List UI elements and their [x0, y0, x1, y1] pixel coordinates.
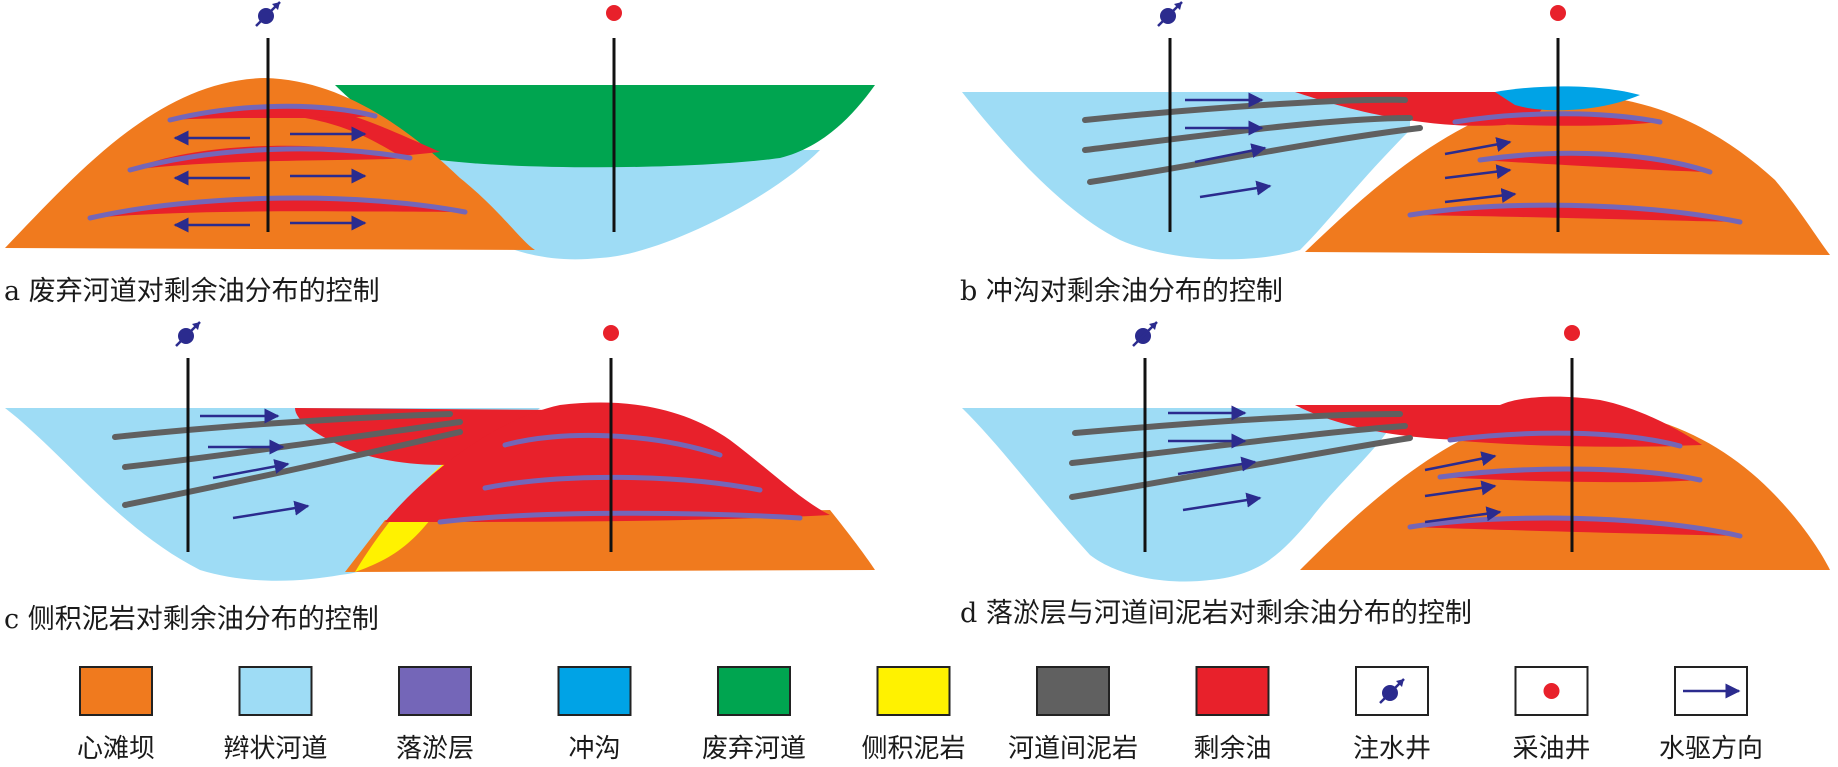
legend: 心滩坝 辫状河道 落淤层 冲沟 废弃河道 侧积泥岩 河道间泥岩 剩余油 注水井 采油井 水驱方向: [77, 666, 1763, 764]
scour-body: [1495, 86, 1640, 111]
legend-swatch: [79, 666, 153, 716]
braided-channel-body: [962, 92, 1410, 260]
silt-layers: [437, 432, 803, 525]
legend-label: 落淤层: [396, 734, 474, 764]
silt-layers: [87, 103, 468, 221]
legend-item: 注水井: [1353, 666, 1431, 764]
legend-item: 心滩坝: [77, 666, 155, 764]
legend-item: 落淤层: [396, 666, 474, 764]
legend-item: 废弃河道: [702, 666, 806, 764]
producer-well-icon: [603, 325, 619, 341]
panel-d: d 落淤层与河道间泥岩对剩余油分布的控制: [960, 320, 1830, 629]
panel-a: a 废弃河道对剩余油分布的控制: [4, 0, 875, 307]
legend-swatch: [238, 666, 313, 716]
legend-swatch: [1514, 666, 1589, 716]
injector-well-icon: [1131, 320, 1159, 348]
panel-a-caption: a 废弃河道对剩余油分布的控制: [4, 276, 380, 307]
legend-label: 心滩坝: [77, 734, 155, 764]
abandoned-channel-body: [335, 85, 875, 168]
legend-label: 辫状河道: [223, 734, 327, 764]
producer-icon: [1543, 683, 1560, 699]
panel-b-caption: b 冲沟对剩余油分布的控制: [960, 276, 1283, 307]
legend-swatch: [1036, 666, 1110, 716]
legend-item: 剩余油: [1193, 666, 1272, 764]
producer-well-icon: [606, 5, 622, 21]
legend-label: 侧积泥岩: [861, 734, 965, 764]
panel-c-caption: c 侧积泥岩对剩余油分布的控制: [4, 604, 379, 635]
legend-swatch: [717, 666, 791, 716]
remaining-oil-heart-bar: [385, 402, 830, 522]
water-drive-arrows: [1185, 92, 1517, 204]
legend-item: 冲沟: [557, 666, 632, 764]
panel-d-caption: d 落淤层与河道间泥岩对剩余油分布的控制: [960, 598, 1472, 629]
injector-well-icon: [174, 320, 202, 348]
legend-label: 河道间泥岩: [1008, 734, 1138, 764]
legend-item: 水驱方向: [1659, 666, 1763, 764]
legend-label: 注水井: [1353, 734, 1431, 764]
legend-label: 冲沟: [568, 734, 620, 764]
legend-label: 剩余油: [1193, 734, 1271, 764]
water-drive-arrows: [200, 408, 310, 520]
legend-label: 采油井: [1512, 734, 1590, 764]
interchannel-mudstone: [112, 411, 463, 508]
legend-swatch: [557, 666, 632, 716]
braided-channel-body: [962, 408, 1400, 582]
injector-well-icon: [254, 0, 282, 28]
legend-item: 采油井: [1512, 666, 1591, 764]
legend-swatch: [1195, 666, 1270, 716]
water-drive-arrows: [1168, 405, 1502, 524]
legend-label: 废弃河道: [702, 734, 806, 764]
legend-item: 侧积泥岩: [861, 666, 966, 764]
producer-well-icon: [1550, 5, 1566, 21]
producer-well-icon: [1564, 325, 1580, 341]
legend-item: 辫状河道: [223, 666, 328, 764]
legend-swatch: [398, 666, 472, 716]
injector-well-icon: [1156, 0, 1184, 28]
panel-b: b 冲沟对剩余油分布的控制: [960, 0, 1830, 307]
remaining-oil-zone: [305, 105, 440, 156]
legend-label: 水驱方向: [1659, 734, 1763, 764]
legend-swatch: [876, 666, 951, 716]
panel-c: c 侧积泥岩对剩余油分布的控制: [4, 320, 875, 635]
water-drive-arrows: [173, 126, 367, 233]
legend-item: 河道间泥岩: [1008, 666, 1138, 764]
silt-layers: [1407, 111, 1743, 225]
